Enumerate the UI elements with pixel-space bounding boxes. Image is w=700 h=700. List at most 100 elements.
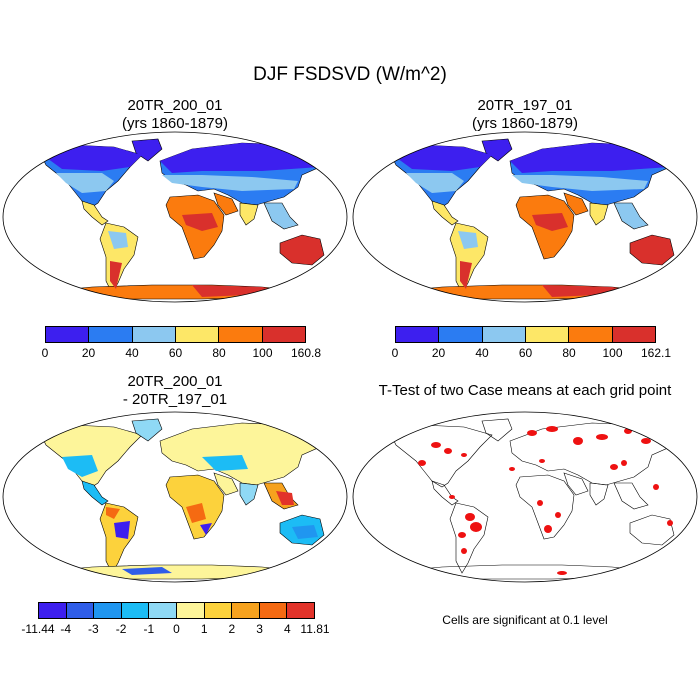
continent-antarctica	[48, 284, 304, 300]
main-title: DJF FSDSVD (W/m^2)	[253, 64, 447, 85]
cb3-swatch	[259, 603, 288, 618]
cb3-swatch	[149, 603, 177, 618]
band-mid-lat-na	[406, 173, 464, 193]
blob-africa-blue	[200, 523, 212, 535]
panel-3-title: 20TR_200_01 - 20TR_197_01	[0, 373, 350, 409]
continent-antarctica	[48, 564, 304, 580]
cb3-tick-label: 3	[256, 622, 263, 636]
map-difference	[2, 411, 348, 583]
continent-seAsia	[263, 202, 299, 230]
panel-1-title-line1: 20TR_200_01	[127, 97, 223, 114]
blob-ant-blue	[122, 567, 172, 575]
map-frame	[352, 411, 698, 583]
band-patagonia	[460, 261, 472, 289]
blob-sa-deep-blue	[114, 521, 130, 539]
significant-cell	[537, 500, 543, 506]
cb3-tick-label: 2	[228, 622, 236, 636]
cb3-tick-label: -1	[143, 622, 155, 636]
continent-southAmerica	[449, 502, 489, 574]
map-ttest	[352, 411, 698, 583]
continent-southAmerica	[99, 502, 139, 574]
cb3-tick-label: 4	[283, 622, 291, 636]
panel-4-title-line1: T-Test of two Case means at each grid po…	[378, 382, 672, 399]
cb3-tick-label: -3	[88, 622, 99, 636]
significant-cell	[509, 467, 515, 471]
significant-cell	[546, 426, 558, 432]
map-frame	[352, 131, 698, 303]
continent-southAmerica	[99, 222, 139, 294]
cb1-tick-label: 20	[81, 346, 96, 360]
continent-antarctica	[398, 564, 654, 580]
blob-africa-orange	[186, 503, 206, 523]
cb2-tick-label: 60	[518, 346, 533, 360]
significant-cell	[449, 495, 455, 499]
significant-cell	[470, 522, 482, 532]
band-high-lat-eu	[510, 143, 672, 173]
continent-arabia	[563, 192, 589, 216]
cb3-swatch	[176, 603, 205, 618]
cb1-swatch	[262, 327, 305, 342]
cb2-swatch	[569, 327, 613, 342]
continent-seAsia	[613, 202, 649, 230]
colorbar-difference-ticks: -11.44 -4 -3 -2 -1 0 1 2 3 4 11.81	[21, 622, 329, 638]
significant-cell	[465, 513, 475, 521]
panel-2-title-line1: 20TR_197_01	[477, 97, 573, 114]
cb3-tick-label: 1	[200, 622, 208, 636]
cb3-tick-label: -11.44	[21, 622, 55, 636]
band-africa-red	[532, 213, 568, 231]
colorbar-case-200-ticks: 0 20 40 60 80 100 160.8	[42, 346, 321, 362]
colorbar-case-200	[45, 326, 306, 343]
continent-greenland	[481, 138, 513, 162]
cb1-tick-label: 160.8	[290, 346, 322, 360]
significant-cell	[461, 453, 467, 457]
significant-cell	[610, 464, 618, 470]
cb1-swatch	[89, 327, 133, 342]
cb1-swatch	[132, 327, 176, 342]
continent-antarctica	[398, 284, 654, 300]
band-mid-lat-na	[56, 173, 114, 193]
map-frame	[2, 131, 348, 303]
continent-arabia	[563, 472, 589, 496]
cb2-swatch	[525, 327, 570, 342]
continent-centralAmerica	[81, 200, 109, 226]
cb2-tick-label: 100	[602, 346, 623, 360]
continent-australia	[279, 234, 325, 266]
significant-cell	[667, 520, 673, 526]
cb3-tick-label: -2	[115, 622, 127, 636]
cb1-swatch	[46, 327, 90, 342]
significant-cell	[418, 460, 426, 466]
significant-cell	[555, 512, 561, 518]
cb3-tick-label: -4	[60, 622, 72, 636]
panel-3-title-line2: - 20TR_197_01	[122, 391, 228, 408]
continent-greenland	[481, 418, 513, 442]
band-amazon	[108, 231, 128, 249]
colorbar-difference	[38, 602, 315, 619]
cb1-tick-label: 60	[168, 346, 183, 360]
continent-seAsia	[613, 482, 649, 510]
cb2-swatch	[396, 327, 440, 342]
panel-1-title-line2: (yrs 1860-1879)	[122, 115, 228, 132]
cb3-swatch	[66, 603, 95, 618]
continent-centralAmerica	[431, 480, 459, 506]
continent-australia	[629, 234, 675, 266]
map-case-197	[352, 131, 698, 303]
band-high-lat-eu	[160, 143, 322, 173]
band-mid-lat-eu	[512, 175, 648, 191]
blob-aus-blue	[292, 525, 318, 539]
significant-cell	[444, 448, 452, 454]
cb3-swatch	[232, 603, 260, 618]
continent-india	[239, 482, 259, 506]
panel-2-title: 20TR_197_01 (yrs 1860-1879)	[350, 97, 700, 133]
blob-na-blue	[62, 455, 98, 477]
significance-note: Cells are significant at 0.1 level	[442, 613, 608, 627]
significant-cell	[461, 548, 467, 554]
cb3-tick-label: 11.81	[300, 622, 330, 636]
cb3-swatch	[39, 603, 67, 618]
continent-india	[589, 202, 609, 226]
continent-india	[589, 482, 609, 506]
cb1-tick-label: 80	[212, 346, 226, 360]
significant-cell	[458, 532, 466, 538]
map-frame	[2, 411, 348, 583]
blob-eu-blue	[202, 455, 248, 471]
cb3-tick-label: 0	[173, 622, 180, 636]
